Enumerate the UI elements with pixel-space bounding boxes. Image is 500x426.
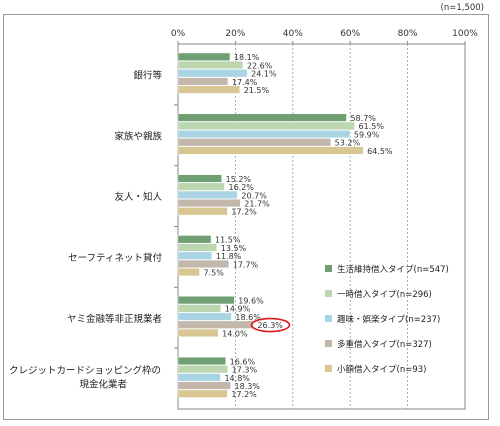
bar: [177, 365, 228, 374]
data-label: 64.5%: [367, 147, 393, 156]
category-label: 現金化業者: [79, 379, 127, 391]
bar: [177, 69, 248, 78]
bar: [177, 182, 225, 191]
bar: [177, 320, 254, 329]
bar: [177, 207, 228, 216]
data-label: 18.6%: [235, 313, 261, 322]
legend-label: 生活維持借入タイプ(n=547): [337, 264, 449, 275]
data-label: 21.7%: [244, 199, 270, 208]
bar: [177, 243, 217, 252]
data-label: 17.7%: [233, 260, 259, 269]
data-label: 20.7%: [241, 191, 267, 200]
highlight-circle: [250, 317, 291, 333]
x-tick-label: 80%: [398, 29, 418, 39]
bar: [177, 312, 232, 321]
data-label: 7.5%: [204, 269, 225, 278]
category-label: 家族や親族: [114, 130, 162, 142]
data-label: 17.4%: [232, 78, 258, 87]
bar: [177, 251, 213, 260]
legend-swatch: [325, 290, 332, 297]
bar: [177, 77, 229, 86]
bar: [177, 268, 200, 277]
bar: [177, 373, 221, 382]
data-label: 14.8%: [224, 374, 250, 383]
data-label: 15.2%: [226, 175, 252, 184]
data-label: 18.3%: [235, 382, 261, 391]
data-label: 17.2%: [231, 390, 257, 399]
data-label: 22.6%: [247, 61, 273, 70]
data-label: 21.5%: [244, 86, 270, 95]
legend-swatch: [325, 265, 332, 272]
bar: [177, 138, 331, 147]
data-label: 13.5%: [221, 244, 247, 253]
data-label: 17.2%: [231, 208, 257, 217]
data-label: 61.5%: [359, 122, 385, 131]
data-label: 19.6%: [238, 297, 264, 306]
data-label: 14.0%: [222, 329, 248, 338]
data-label: 16.2%: [228, 183, 254, 192]
legend-label: 一時借入タイプ(n=296): [337, 289, 432, 300]
bar: [177, 304, 221, 313]
data-label: 18.1%: [234, 53, 260, 62]
data-label: 59.9%: [354, 130, 380, 139]
category-label: クレジットカードショッピング枠の: [9, 365, 161, 377]
bar: [177, 199, 241, 208]
data-label: 24.1%: [251, 70, 277, 79]
category-label: 銀行等: [133, 69, 162, 81]
legend-swatch: [325, 340, 332, 347]
data-label: 58.7%: [350, 114, 376, 123]
data-label: 14.9%: [225, 305, 251, 314]
category-label: ヤミ金融等非正規業者: [67, 313, 162, 325]
x-tick-label: 20%: [225, 29, 245, 39]
bar: [177, 121, 355, 130]
data-label: 26.3%: [257, 321, 283, 330]
sample-size-note: (n=1,500): [441, 3, 484, 13]
bar: [177, 381, 231, 390]
bar: [177, 85, 240, 94]
chart-frame: [3, 14, 489, 420]
bar: [177, 328, 219, 337]
category-label: セーフティネット貸付: [68, 252, 162, 264]
x-tick-label: 0%: [171, 29, 186, 39]
legend-label: 小額借入タイプ(n=93): [337, 364, 426, 375]
bar: [177, 190, 238, 199]
data-label: 17.3%: [232, 366, 258, 375]
bar: [177, 113, 347, 122]
data-label: 16.6%: [230, 357, 256, 366]
x-tick-label: 60%: [340, 29, 360, 39]
bar: [177, 356, 226, 365]
data-label: 11.8%: [216, 252, 242, 261]
x-tick-label: 40%: [283, 29, 303, 39]
bar: [177, 130, 351, 139]
x-tick-label: 100%: [452, 29, 478, 39]
bar: [177, 389, 228, 398]
category-label: 友人・知人: [114, 191, 162, 203]
bar: [177, 52, 231, 61]
data-label: 53.2%: [335, 139, 361, 148]
bar: [177, 61, 244, 70]
bar: [177, 146, 364, 155]
bar: [177, 296, 235, 305]
legend-label: 趣味・娯楽タイプ(n=237): [337, 314, 440, 325]
bar: [177, 259, 229, 268]
bar: [177, 235, 212, 244]
legend-swatch: [325, 365, 332, 372]
legend-swatch: [325, 315, 332, 322]
bar: [177, 174, 222, 183]
legend-label: 多重借入タイプ(n=327): [337, 339, 432, 350]
data-label: 11.5%: [215, 236, 241, 245]
plot-area-border: [177, 43, 466, 410]
